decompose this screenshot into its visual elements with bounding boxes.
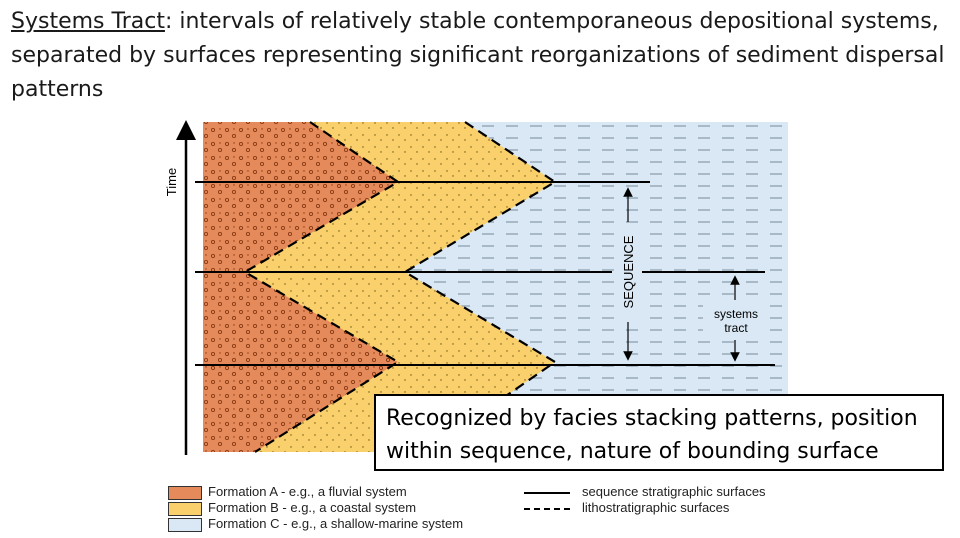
title-definition: : intervals of relatively stable contemp… <box>11 9 945 102</box>
lithostratigraphic-boundary-a-b <box>242 121 401 453</box>
legend-label-formation-a: Formation A - e.g., a fluvial system <box>208 484 407 499</box>
legend-swatch-formation-b <box>168 502 202 516</box>
legend-solid-line-icon <box>524 492 570 494</box>
time-axis-label: Time <box>164 168 179 196</box>
lithostratigraphic-boundary-b-c <box>402 121 558 453</box>
legend-label-formation-c: Formation C - e.g., a shallow-marine sys… <box>208 516 464 531</box>
legend-dashed-line-icon <box>524 508 570 510</box>
formation-a-area <box>203 122 398 452</box>
sequence-label: SEQUENCE <box>621 235 636 308</box>
legend-label-formation-b: Formation B - e.g., a coastal system <box>208 500 417 515</box>
legend-swatch-formation-c <box>168 518 202 532</box>
callout-box: Recognized by facies stacking patterns, … <box>374 394 944 471</box>
legend-swatch-formation-a <box>168 486 202 500</box>
legend-label-solid-line: sequence stratigraphic surfaces <box>582 484 766 499</box>
title-term: Systems Tract <box>11 9 165 34</box>
slide-title: Systems Tract: intervals of relatively s… <box>11 5 951 107</box>
systems-tract-label-line2: tract <box>724 321 748 335</box>
systems-tract-label-line1: systems <box>714 307 758 321</box>
legend-label-dashed-line: lithostratigraphic surfaces <box>582 500 730 515</box>
